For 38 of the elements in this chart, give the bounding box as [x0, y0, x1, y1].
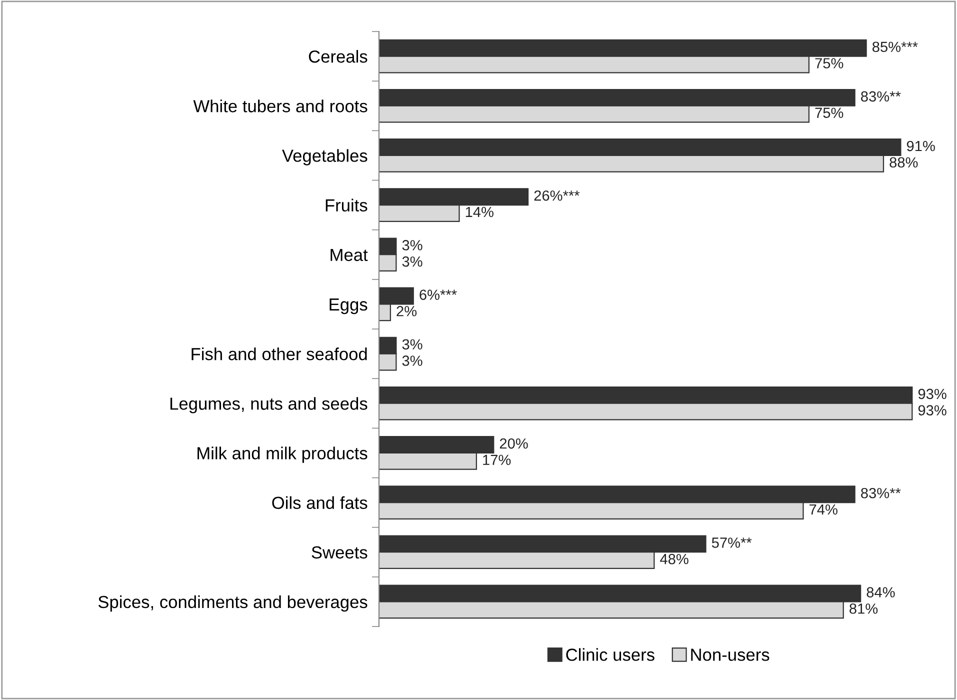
y-tick-label: Vegetables: [282, 149, 368, 166]
legend-label: Clinic users: [566, 648, 654, 661]
y-tick-label: Milk and milk products: [198, 446, 368, 463]
y-tick-label: Oils and fats: [272, 496, 368, 510]
data-label: 83%**: [861, 91, 901, 102]
data-label: 88%: [890, 157, 918, 168]
y-tick-label: Legumes, nuts and seeds: [170, 397, 368, 414]
data-label: 57%**: [712, 538, 752, 548]
y-tick-label: Fish and other seafood: [192, 348, 367, 360]
data-label: 81%: [850, 603, 878, 614]
data-label: 75%: [815, 58, 844, 68]
data-label: 3%: [402, 256, 422, 267]
data-label: 75%: [815, 108, 844, 118]
y-tick-label: White tubers and roots: [193, 100, 368, 112]
data-label: 26%***: [534, 190, 580, 201]
data-label: 48%: [660, 554, 688, 564]
data-label: 2%: [396, 306, 417, 316]
y-tick-label: Sweets: [312, 546, 368, 559]
data-label: 74%: [810, 504, 838, 515]
data-label: 85%***: [872, 42, 918, 52]
data-label: 84%: [866, 587, 895, 598]
data-label: 20%: [500, 438, 528, 449]
y-tick-label: Cereals: [308, 50, 368, 63]
data-label: 83%**: [861, 488, 901, 498]
y-tick-label: Fruits: [326, 198, 368, 212]
data-label: 93%: [918, 388, 946, 400]
data-label: 17%: [483, 454, 511, 465]
y-tick-label: Meat: [330, 248, 368, 262]
data-label: 91%: [906, 140, 935, 152]
data-label: 3%: [402, 356, 422, 366]
data-label: 3%: [402, 339, 422, 350]
y-tick-label: Eggs: [330, 298, 368, 314]
data-label: 3%: [402, 240, 422, 250]
data-label: 14%: [466, 206, 494, 218]
legend-label: Non-users: [691, 648, 770, 661]
data-label: 93%: [918, 405, 946, 416]
data-label: 6%***: [420, 290, 457, 300]
y-tick-label: Spices, condiments and beverages: [98, 595, 368, 612]
